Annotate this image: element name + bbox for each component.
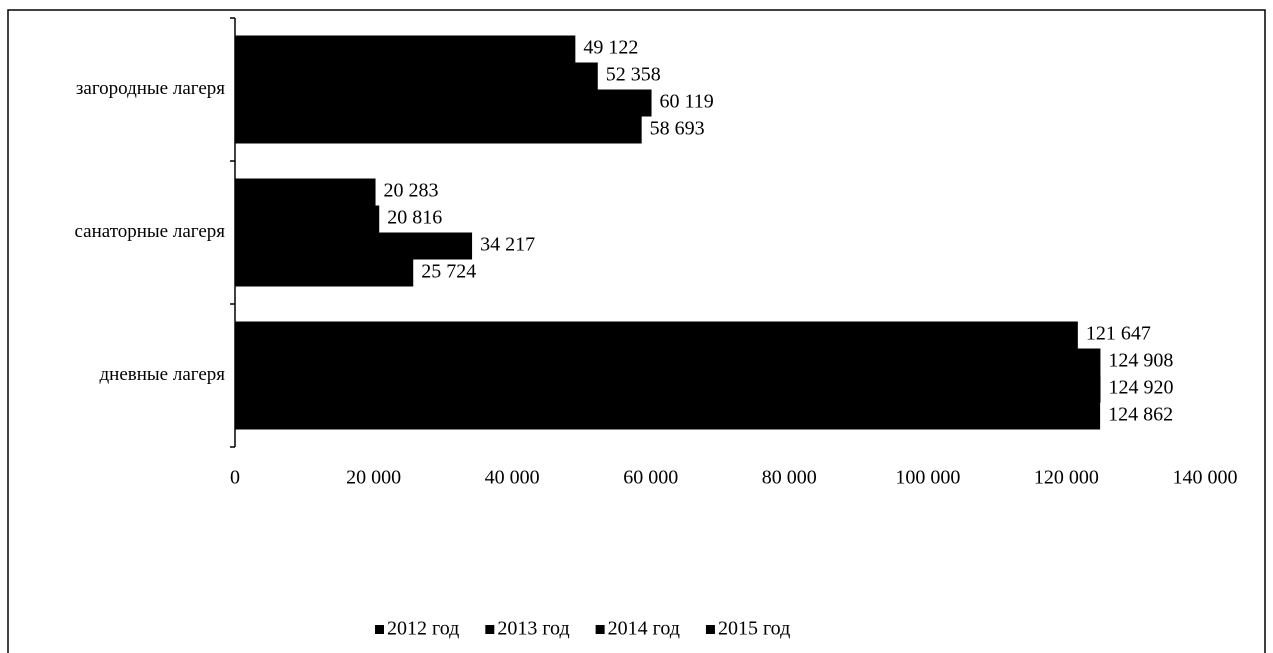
data-label: 34 217 <box>480 234 535 256</box>
chart-frame <box>7 9 1266 653</box>
x-tick-label: 20 000 <box>346 467 401 489</box>
bar <box>235 89 652 117</box>
bar <box>235 348 1101 376</box>
data-label: 121 647 <box>1086 323 1151 345</box>
legend-label: 2013 год <box>497 618 569 640</box>
bar <box>235 205 380 233</box>
data-label: 20 283 <box>384 180 439 202</box>
data-label: 25 724 <box>421 261 476 283</box>
legend-swatch <box>705 625 715 634</box>
category-label: дневные лагеря <box>100 364 226 385</box>
data-label: 124 920 <box>1109 377 1174 399</box>
legend-swatch <box>375 625 384 634</box>
x-tick-label: 0 <box>230 467 240 489</box>
bar <box>235 321 1078 349</box>
bar <box>235 62 598 90</box>
x-tick-label: 140 000 <box>1173 467 1238 489</box>
legend-label: 2014 год <box>608 618 680 640</box>
category-label: санаторные лагеря <box>74 221 225 242</box>
data-label: 49 122 <box>583 37 638 59</box>
legend-label: 2015 год <box>718 618 790 640</box>
x-tick-label: 40 000 <box>485 467 540 489</box>
data-label: 20 816 <box>387 207 442 229</box>
bar <box>235 232 473 260</box>
bar <box>235 402 1101 430</box>
legend-label: 2012 год <box>387 618 459 640</box>
data-label: 124 908 <box>1108 350 1173 372</box>
data-label: 58 693 <box>650 118 705 140</box>
legend-swatch <box>595 625 605 634</box>
x-tick-label: 60 000 <box>623 467 678 489</box>
x-tick-label: 100 000 <box>895 467 960 489</box>
bar <box>235 35 576 63</box>
data-label: 60 119 <box>660 91 714 113</box>
category-label: загородные лагеря <box>76 78 225 99</box>
bar <box>235 375 1101 403</box>
bar <box>235 116 642 144</box>
legend-swatch <box>485 625 495 634</box>
x-tick-label: 80 000 <box>762 467 817 489</box>
data-label: 52 358 <box>606 64 661 86</box>
data-label: 124 862 <box>1108 404 1173 426</box>
bar <box>235 259 414 287</box>
x-tick-label: 120 000 <box>1034 467 1099 489</box>
bar <box>235 178 376 206</box>
